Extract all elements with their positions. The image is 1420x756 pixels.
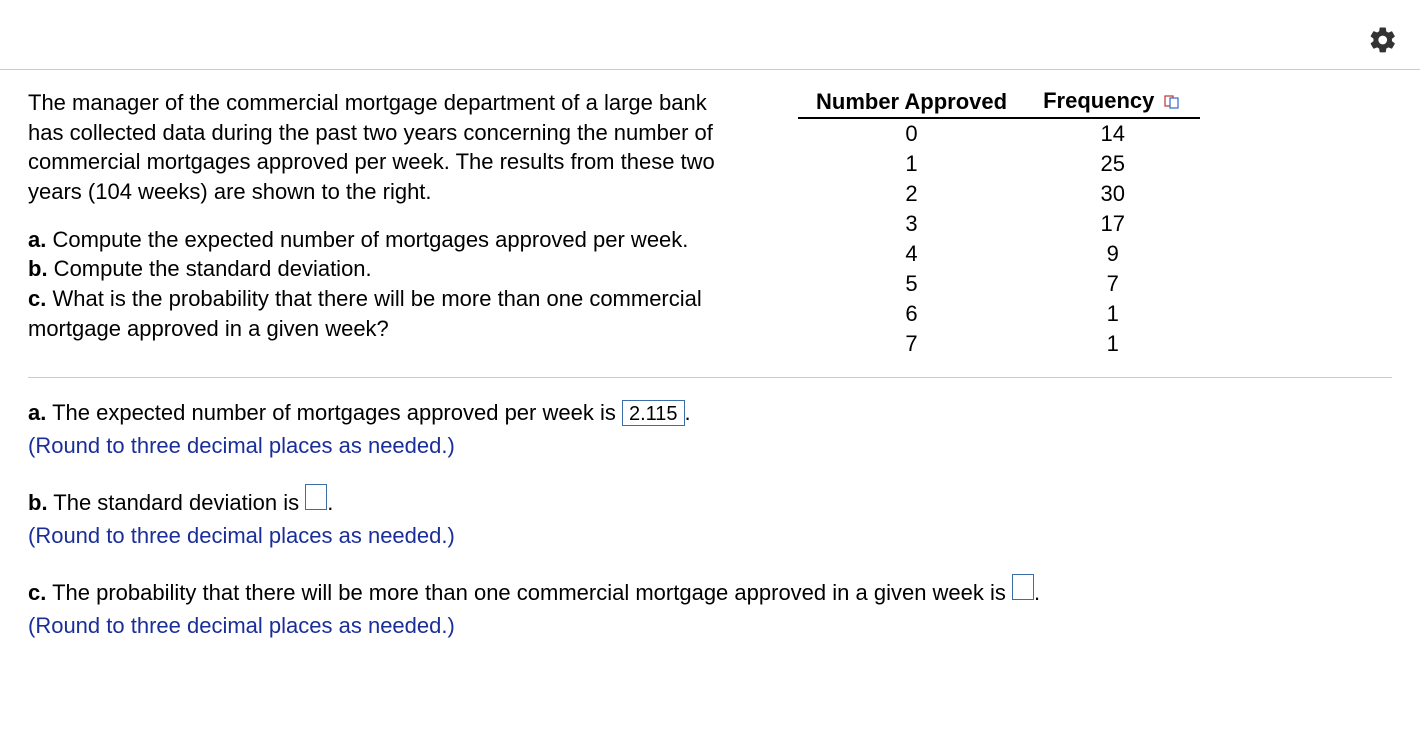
- gear-icon[interactable]: [1368, 25, 1398, 61]
- top-bar: [0, 0, 1420, 70]
- answer-a: a. The expected number of mortgages appr…: [28, 396, 1392, 462]
- answer-a-input[interactable]: 2.115: [622, 400, 685, 426]
- table-row: 230: [798, 179, 1200, 209]
- answer-c-input[interactable]: [1012, 574, 1034, 600]
- answers-section: a. The expected number of mortgages appr…: [28, 378, 1392, 642]
- table-row: 61: [798, 299, 1200, 329]
- answer-b-hint: (Round to three decimal places as needed…: [28, 523, 455, 548]
- answer-a-hint: (Round to three decimal places as needed…: [28, 433, 455, 458]
- frequency-table-column: Number Approved Frequency: [788, 88, 1200, 359]
- question-intro: The manager of the commercial mortgage d…: [28, 88, 748, 207]
- question-content: The manager of the commercial mortgage d…: [0, 70, 1420, 694]
- copy-table-icon[interactable]: [1164, 89, 1182, 115]
- question-part-a: a. Compute the expected number of mortga…: [28, 225, 748, 255]
- frequency-table-body: 014 125 230 317 49 57 61 71: [798, 118, 1200, 359]
- question-upper: The manager of the commercial mortgage d…: [28, 88, 1392, 378]
- answer-c-hint: (Round to three decimal places as needed…: [28, 613, 455, 638]
- table-row: 49: [798, 239, 1200, 269]
- table-row: 014: [798, 118, 1200, 149]
- question-part-b: b. Compute the standard deviation.: [28, 254, 748, 284]
- table-header-number: Number Approved: [798, 88, 1025, 118]
- answer-c: c. The probability that there will be mo…: [28, 574, 1392, 642]
- table-row: 57: [798, 269, 1200, 299]
- table-header-frequency: Frequency: [1025, 88, 1200, 118]
- table-row: 125: [798, 149, 1200, 179]
- answer-b-input[interactable]: [305, 484, 327, 510]
- table-row: 71: [798, 329, 1200, 359]
- table-row: 317: [798, 209, 1200, 239]
- question-part-c: c. What is the probability that there wi…: [28, 284, 748, 343]
- frequency-table: Number Approved Frequency: [798, 88, 1200, 359]
- answer-b: b. The standard deviation is . (Round to…: [28, 484, 1392, 552]
- question-parts: a. Compute the expected number of mortga…: [28, 225, 748, 344]
- question-text-column: The manager of the commercial mortgage d…: [28, 88, 748, 344]
